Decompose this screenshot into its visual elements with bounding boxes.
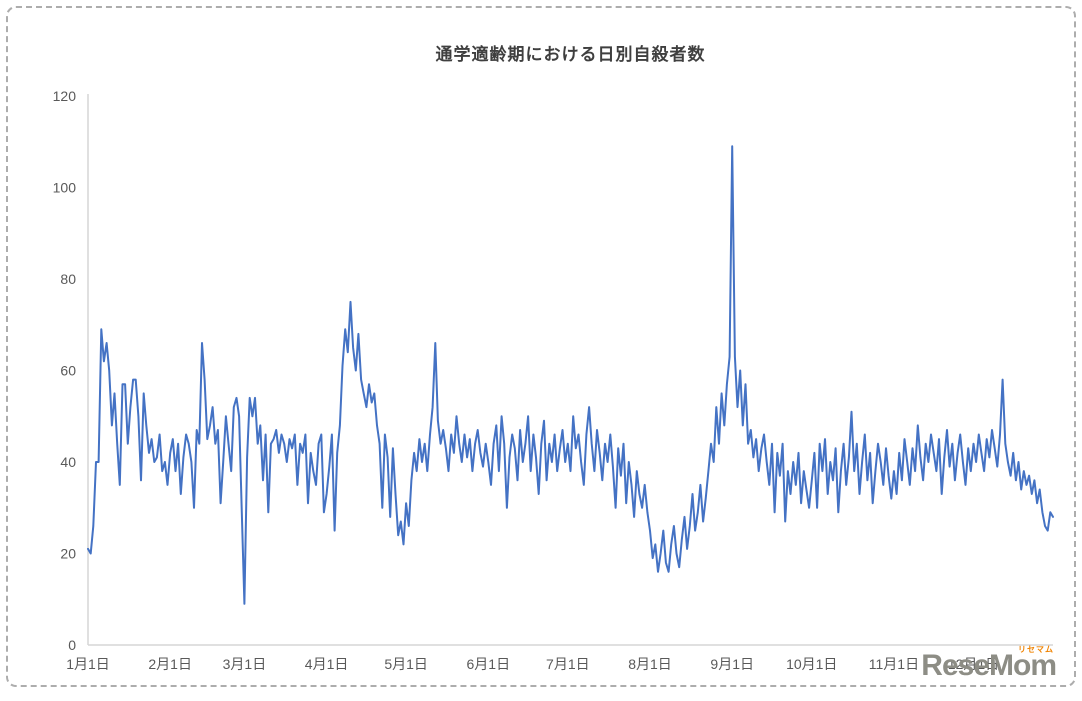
x-axis-label: 8月1日 (628, 656, 672, 672)
x-axis-label: 4月1日 (305, 656, 349, 672)
x-axis-label: 2月1日 (148, 656, 192, 672)
resemom-logo: リセマム ReseMom (921, 645, 1057, 682)
x-axis-label: 12月1日 (948, 656, 999, 672)
line-chart: 0 20 40 60 80 100 120 1月1日 2月1日 3月1日 4月1日 5月1日 6月1日 7… (53, 88, 1054, 672)
y-axis-label: 120 (53, 88, 77, 104)
y-axis-label: 20 (60, 546, 76, 562)
resemom-logo-katakana: リセマム (1018, 645, 1054, 654)
data-series-line (87, 145, 1054, 605)
x-axis-label: 10月1日 (786, 656, 837, 672)
resemom-logo-text: ReseMom (921, 649, 1057, 682)
chart-frame: 通学適齢期における日別自殺者数 0 20 40 60 80 100 120 1月1日 2月1日 3… (6, 6, 1076, 687)
x-axis-label: 6月1日 (467, 656, 511, 672)
x-axis-label: 9月1日 (710, 656, 754, 672)
y-axis-label: 0 (68, 637, 76, 653)
y-axis-label: 60 (60, 363, 76, 379)
y-axis-label: 100 (53, 180, 77, 196)
y-axis-label: 80 (60, 271, 76, 287)
chart-title: 通学適齢期における日別自殺者数 (435, 45, 706, 64)
x-axis-label: 11月1日 (869, 656, 919, 672)
x-axis-label: 7月1日 (546, 656, 590, 672)
x-axis-label: 1月1日 (66, 656, 110, 672)
x-axis-label: 3月1日 (223, 656, 267, 672)
x-axis-label: 5月1日 (384, 656, 428, 672)
y-axis-label: 40 (60, 454, 76, 470)
